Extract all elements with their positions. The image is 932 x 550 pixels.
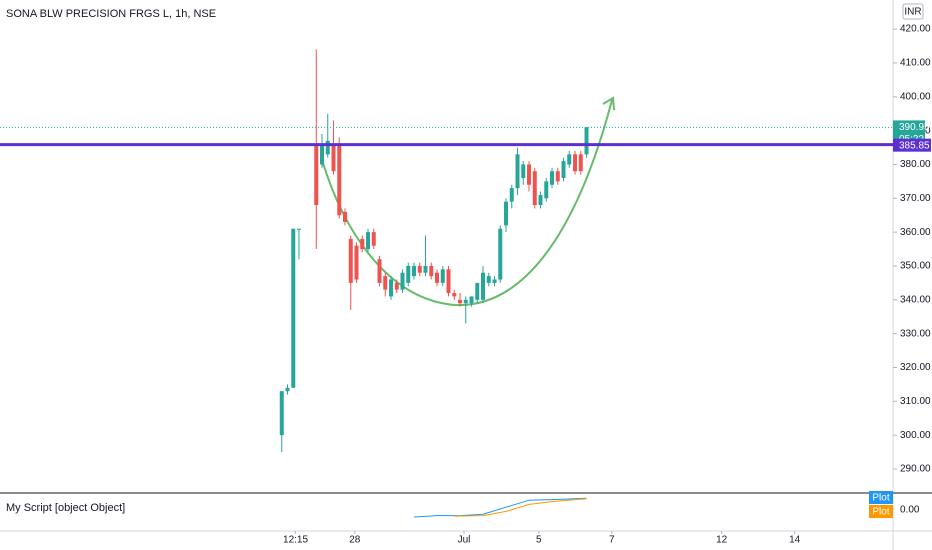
candle-body [325,140,330,155]
x-tick-label: 7 [609,535,615,546]
indicator-legend: Plot [872,493,889,504]
candle-body [435,272,440,283]
currency[interactable]: INR [904,7,921,18]
candle-body [452,293,457,297]
candle-body [366,232,371,250]
y-tick-label: 320.00 [900,362,931,373]
candle-body [573,154,578,172]
chart-title: SONA BLW PRECISION FRGS L, 1h, NSE [6,8,216,20]
indicator-line [413,497,587,518]
candle-body [521,164,526,178]
candle-body [320,144,325,165]
candle-body [446,269,451,294]
y-tick-label: 290.00 [900,464,931,475]
candle-body [279,391,284,436]
candle-body [440,269,445,283]
last-price-label: 390.95 [899,122,930,133]
currency-box[interactable] [902,3,924,20]
candle-body [383,276,388,290]
candle-body [331,144,336,172]
candle-body [515,154,520,189]
candle-body [423,265,428,273]
candle-body [544,181,549,199]
candle-body [429,265,434,277]
candle-body [538,194,543,206]
candle-body [291,228,296,388]
y-tick-label: 310.00 [900,396,931,407]
hline-label: 385.85 [899,140,930,151]
y-tick-label: 350.00 [900,261,931,272]
hline-box [893,138,931,152]
candle-body [400,272,405,290]
indicator-value-label: 0.00 [900,505,920,516]
candle-body [458,299,463,304]
indicator-line [454,498,587,517]
y-tick-label: 420.00 [900,24,931,35]
candle-body [550,171,555,185]
candle-body [377,259,382,283]
candle-body [584,127,589,155]
arrow-head [602,96,615,111]
indicator-legend: Plot [872,507,889,518]
x-tick-label: 12 [716,535,728,546]
candle-body [348,238,353,283]
candle-body [354,245,359,280]
candle-body [314,144,319,206]
candle-body [555,171,560,182]
candle-body [498,228,503,280]
y-tick-label: 380.00 [900,159,931,170]
candle-body [360,238,365,250]
y-tick-label: 360.00 [900,227,931,238]
y-tick-label: 410.00 [900,58,931,69]
candle-body [509,188,514,202]
x-tick-label: 5 [536,535,542,546]
candle-body [561,161,566,178]
candle-body [578,154,583,172]
candle-body [481,272,486,300]
candle-body [412,265,417,277]
x-tick-label: 28 [349,535,361,546]
candle-body [469,296,474,304]
x-tick-label: 14 [789,535,801,546]
candle-body [486,276,491,283]
candle-body [567,154,572,165]
indicator-legend-box [869,505,893,518]
y-tick-label: 300.00 [900,430,931,441]
x-tick-label: 12:15 [283,535,308,546]
candle-body [285,387,290,392]
candle-body [297,228,302,230]
candle-body [463,299,468,304]
candle-body [532,171,537,206]
candle-body [417,265,422,273]
candle-body [337,144,342,216]
candle-body [394,282,399,290]
y-tick-label: 330.00 [900,328,931,339]
candle-body [492,279,497,283]
candle-body [527,164,532,185]
candle-body [371,232,376,246]
candle-body [475,282,480,300]
y-tick-label: 400.00 [900,91,931,102]
y-tick-label: 370.00 [900,193,931,204]
candle-body [389,279,394,297]
x-tick-label: Jul [458,535,471,546]
y-tick-label: 340.00 [900,294,931,305]
candle-body [406,265,411,283]
candle-body [343,211,348,222]
candle-body [504,201,509,226]
indicator-legend-box [869,491,893,504]
indicator-title: My Script [object Object] [6,502,125,514]
